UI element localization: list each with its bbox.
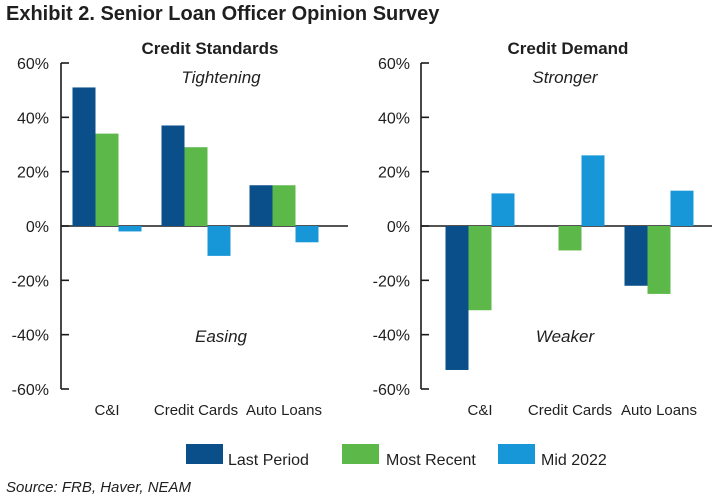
- bar-mid-2022: [118, 226, 142, 232]
- bar-mid-2022: [581, 155, 605, 226]
- y-tick-label: -60%: [12, 382, 49, 399]
- bar-most-recent: [468, 226, 492, 311]
- legend-swatch: [186, 444, 223, 464]
- bar-last-period: [624, 226, 648, 286]
- legend-label: Last Period: [228, 452, 309, 469]
- bar-last-period: [445, 226, 469, 370]
- annotation-bottom: Easing: [195, 327, 248, 346]
- y-tick-label: 60%: [17, 56, 49, 73]
- chart-title: Credit Standards: [142, 39, 279, 58]
- chart-title: Credit Demand: [508, 39, 629, 58]
- category-label: Credit Cards: [528, 402, 612, 419]
- y-tick-label: -40%: [12, 328, 49, 345]
- y-tick-label: 20%: [378, 165, 410, 182]
- y-tick-label: 0%: [26, 219, 49, 236]
- bar-last-period: [249, 185, 273, 226]
- annotation-top: Stronger: [532, 68, 599, 87]
- bar-most-recent: [558, 226, 582, 251]
- y-tick-label: -60%: [373, 382, 410, 399]
- y-tick-label: 40%: [378, 110, 410, 127]
- category-label: C&I: [467, 402, 492, 419]
- annotation-bottom: Weaker: [536, 327, 596, 346]
- legend-label: Most Recent: [386, 452, 476, 469]
- bar-most-recent: [184, 147, 208, 226]
- bar-most-recent: [95, 133, 119, 226]
- y-tick-label: 0%: [387, 219, 410, 236]
- y-tick-label: 60%: [378, 56, 410, 73]
- y-tick-label: 40%: [17, 110, 49, 127]
- bar-most-recent: [272, 185, 296, 226]
- annotation-top: Tightening: [181, 68, 261, 87]
- bar-mid-2022: [295, 226, 319, 243]
- bar-last-period: [161, 125, 185, 226]
- y-tick-label: -40%: [373, 328, 410, 345]
- y-tick-label: -20%: [373, 273, 410, 290]
- legend-label: Mid 2022: [541, 452, 607, 469]
- legend-swatch: [498, 444, 535, 464]
- bar-most-recent: [647, 226, 671, 294]
- bar-mid-2022: [207, 226, 231, 256]
- bar-mid-2022: [670, 190, 694, 226]
- bar-last-period: [72, 87, 96, 226]
- category-label: Credit Cards: [154, 402, 238, 419]
- category-label: C&I: [94, 402, 119, 419]
- exhibit-title: Exhibit 2. Senior Loan Officer Opinion S…: [6, 3, 440, 25]
- bar-mid-2022: [491, 193, 515, 226]
- y-tick-label: -20%: [12, 273, 49, 290]
- y-tick-label: 20%: [17, 165, 49, 182]
- source-note: Source: FRB, Haver, NEAM: [6, 479, 192, 496]
- legend-swatch: [342, 444, 379, 464]
- category-label: Auto Loans: [246, 402, 322, 419]
- category-label: Auto Loans: [621, 402, 697, 419]
